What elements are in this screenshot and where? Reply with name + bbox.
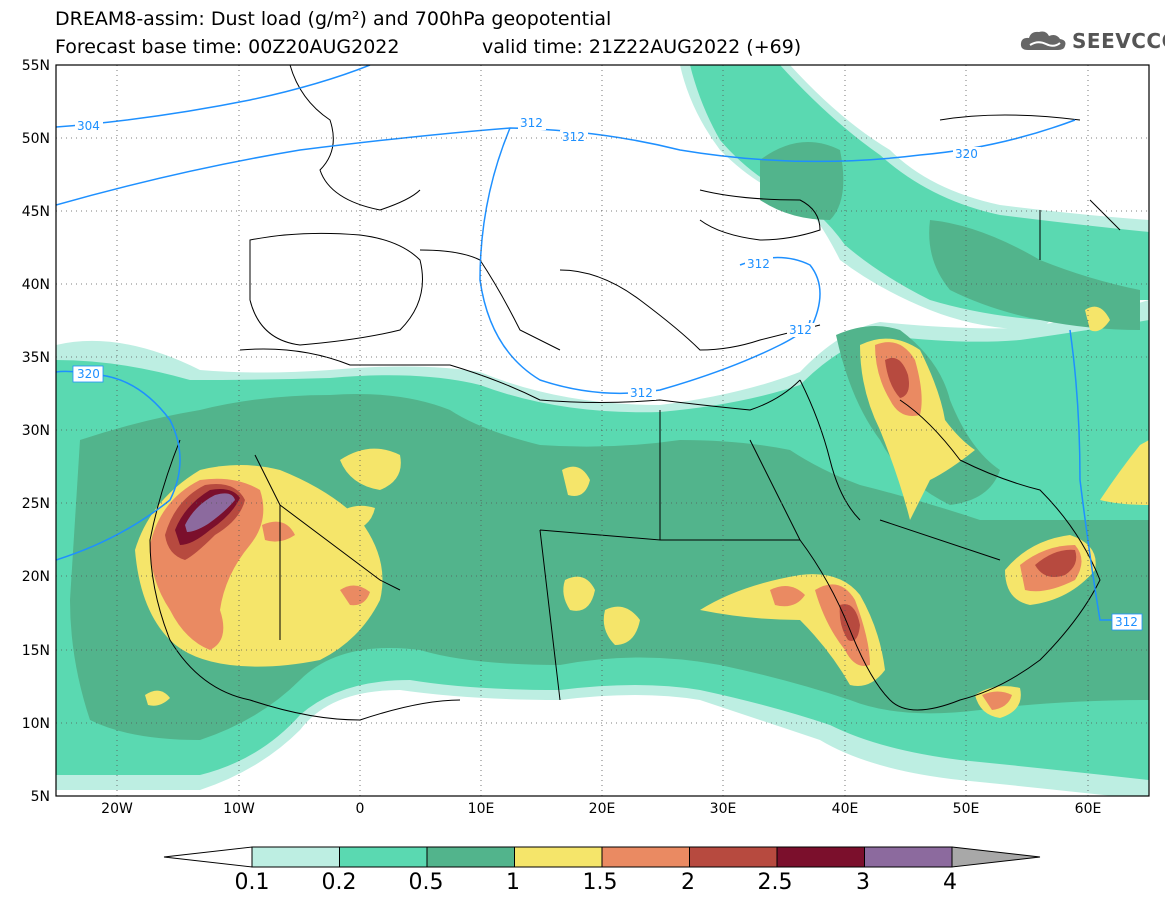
lat-tick-label: 20N — [22, 569, 50, 585]
valid-time: valid time: 21Z22AUG2022 (+69) — [482, 36, 802, 58]
colorbar-segment — [601, 846, 690, 868]
contour-label: 312 — [630, 386, 653, 400]
map-frame — [55, 64, 1150, 797]
colorbar-label: 0.5 — [408, 870, 444, 895]
colorbar-label: 4 — [943, 870, 957, 895]
colorbar-label: 1 — [506, 870, 520, 895]
colorbar-label: 1.5 — [582, 870, 618, 895]
contour-label: 312 — [747, 257, 770, 271]
logo-text: SEEVCCC — [1072, 29, 1165, 53]
lat-tick-label: 40N — [22, 277, 50, 293]
colorbar — [163, 846, 1041, 868]
dust-field — [56, 65, 1149, 796]
lat-tick-label: 35N — [22, 350, 50, 366]
lon-tick-label: 60E — [1075, 801, 1102, 817]
colorbar-segment — [251, 846, 340, 868]
colorbar-label: 3 — [856, 870, 870, 895]
colorbar-label: 2.5 — [757, 870, 793, 895]
contour-label: 304 — [77, 119, 100, 133]
lon-tick-label: 10W — [223, 801, 255, 817]
lat-tick-label: 10N — [22, 716, 50, 732]
lon-tick-label: 0 — [356, 801, 365, 817]
colorbar-lower-arrow — [163, 846, 253, 868]
lat-tick-label: 5N — [31, 789, 50, 805]
colorbar-label: 0.2 — [321, 870, 357, 895]
longitude-axis: 20W 10W 0 10E 20E 30E 40E 50E 60E — [101, 801, 1101, 817]
colorbar-segment — [689, 846, 778, 868]
lon-tick-label: 10E — [468, 801, 495, 817]
graticule — [56, 65, 1149, 796]
latitude-axis: 55N 50N 45N 40N 35N 30N 25N 20N 15N 10N … — [22, 58, 50, 805]
map-title: DREAM8-assim: Dust load (g/m²) and 700hP… — [55, 8, 612, 30]
lat-tick-label: 55N — [22, 58, 50, 74]
lon-tick-label: 50E — [953, 801, 980, 817]
lat-tick-label: 30N — [22, 423, 50, 439]
contour-label: 312 — [789, 323, 812, 337]
contour-label-group: 304 312 312 320 320 312 312 312 312 — [72, 116, 1143, 631]
lat-tick-label: 50N — [22, 131, 50, 147]
contour-label: 312 — [1115, 615, 1138, 629]
contour-label: 312 — [562, 130, 585, 144]
lat-tick-label: 15N — [22, 643, 50, 659]
colorbar-segment — [339, 846, 428, 868]
colorbar-upper-arrow — [951, 846, 1041, 868]
lat-tick-label: 45N — [22, 204, 50, 220]
colorbar-label: 0.1 — [234, 870, 270, 895]
forecast-base-time: Forecast base time: 00Z20AUG2022 — [55, 36, 400, 58]
contour-label: 320 — [955, 147, 978, 161]
colorbar-segment — [426, 846, 515, 868]
contour-label: 320 — [77, 367, 100, 381]
lon-tick-label: 20W — [101, 801, 133, 817]
lat-tick-label: 25N — [22, 496, 50, 512]
seevccc-logo: SEEVCCC — [1018, 28, 1165, 54]
lon-tick-label: 30E — [710, 801, 737, 817]
cloud-icon — [1020, 31, 1066, 50]
colorbar-label: 2 — [681, 870, 695, 895]
colorbar-segment — [514, 846, 603, 868]
colorbar-segment — [864, 846, 953, 868]
lon-tick-label: 20E — [589, 801, 616, 817]
coastlines — [149, 65, 1121, 721]
contour-label: 312 — [520, 116, 543, 130]
colorbar-segment — [776, 846, 865, 868]
lon-tick-label: 40E — [832, 801, 859, 817]
